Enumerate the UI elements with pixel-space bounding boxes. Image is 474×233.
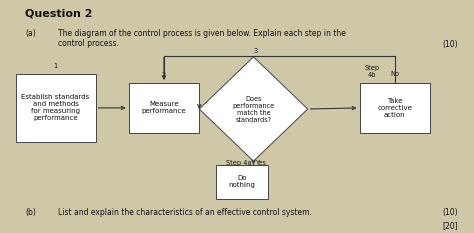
Text: Yes: Yes (256, 160, 267, 166)
Text: (10): (10) (443, 208, 458, 217)
FancyBboxPatch shape (16, 74, 96, 142)
Text: Question 2: Question 2 (25, 8, 92, 18)
Text: (10): (10) (443, 40, 458, 49)
Text: (a): (a) (25, 29, 36, 38)
Text: Step 4a: Step 4a (226, 160, 251, 166)
FancyBboxPatch shape (359, 83, 430, 133)
Text: Establish standards
and methods
for measuring
performance: Establish standards and methods for meas… (21, 94, 90, 121)
Text: List and explain the characteristics of an effective control system.: List and explain the characteristics of … (58, 208, 312, 217)
Text: The diagram of the control process is given below. Explain each step in the
cont: The diagram of the control process is gi… (58, 29, 346, 48)
Text: 1: 1 (54, 63, 58, 69)
FancyBboxPatch shape (216, 164, 268, 199)
Polygon shape (199, 57, 308, 161)
Text: (b): (b) (25, 208, 36, 217)
Text: 2: 2 (162, 72, 166, 79)
Text: Measure
performance: Measure performance (142, 101, 186, 114)
Text: Take
corrective
action: Take corrective action (377, 98, 412, 118)
Text: [20]: [20] (443, 221, 458, 230)
Text: No: No (390, 71, 399, 77)
Text: Step
4b: Step 4b (364, 65, 379, 79)
Text: Does
performance
match the
standards?: Does performance match the standards? (232, 96, 274, 123)
Text: Do
nothing: Do nothing (228, 175, 255, 188)
FancyBboxPatch shape (128, 83, 199, 133)
Text: 3: 3 (254, 48, 258, 54)
